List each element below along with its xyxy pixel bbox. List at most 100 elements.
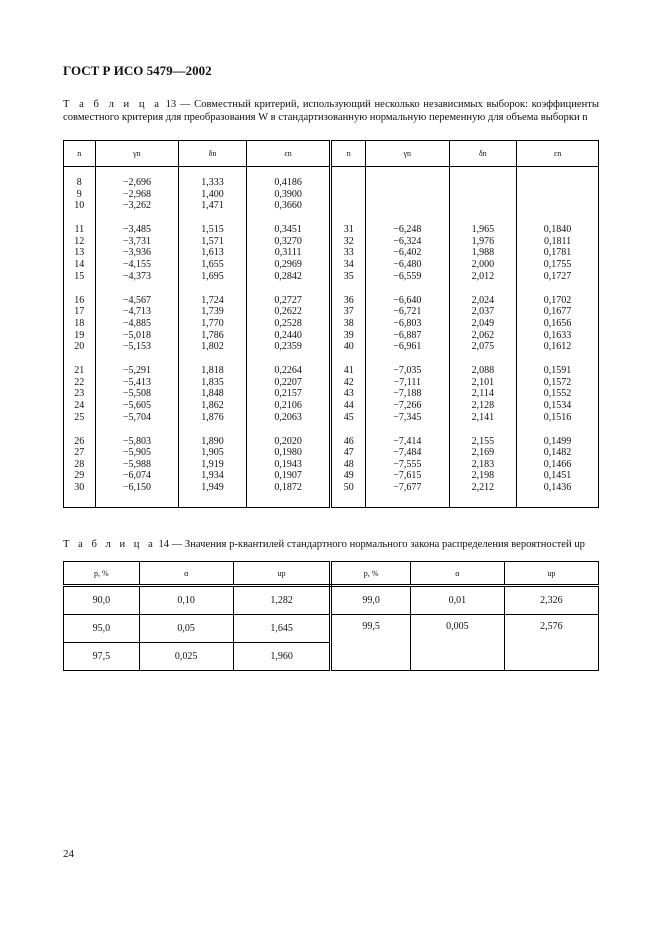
cell-value: 37: [343, 306, 354, 318]
cell-value: 1,890: [201, 435, 224, 447]
cell-value: 0,3451: [274, 224, 302, 236]
cell-value: 1,802: [201, 341, 224, 353]
table-cell: −5,803 −5,905 −5,988 −6,074 −6,150: [94, 435, 180, 508]
cell-value: 13: [74, 247, 85, 259]
column-header: α: [409, 561, 505, 587]
table-cell: 0,4186 0,3900 0,3660: [245, 166, 333, 225]
table-cell: −4,567 −4,713 −4,885 −5,018 −5,153: [94, 294, 180, 366]
cell-value: 2,049: [471, 317, 495, 329]
cell-value: 1,835: [201, 376, 224, 388]
table-cell: 99,0: [330, 585, 411, 615]
cell-value: 0,2727: [274, 294, 302, 306]
cell-value: −5,291: [122, 365, 151, 377]
column-header: δn: [178, 140, 247, 167]
cell-value: 1,400: [201, 188, 224, 200]
cell-value: 2,183: [471, 458, 495, 470]
cell-value: 0,2440: [274, 329, 302, 341]
cell-value: 23: [74, 388, 85, 400]
cell-value: 0,1466: [543, 458, 572, 470]
table-cell: [330, 166, 366, 225]
cell-value: 22: [74, 376, 85, 388]
column-header: εn: [516, 140, 599, 167]
table-cell: 0,1840 0,1811 0,1781 0,1755 0,1727: [516, 224, 599, 295]
cell-value: 35: [343, 270, 354, 282]
cell-value: 0,1499: [543, 435, 572, 447]
cell-value: 0,1534: [543, 400, 572, 411]
table-row: 97,5 0,025 1,960: [63, 642, 599, 671]
table-cell: 8 9 10: [63, 166, 96, 225]
cell-value: −4,713: [122, 306, 151, 318]
cell-value: 30: [74, 482, 85, 494]
cell-value: 43: [343, 388, 354, 400]
cell-value: 29: [74, 470, 85, 482]
table-cell: 1,960: [232, 642, 333, 671]
cell-value: −5,605: [122, 400, 151, 411]
cell-value: −7,266: [393, 400, 422, 411]
cell-value: −7,484: [393, 447, 422, 459]
cell-value: −5,988: [122, 458, 151, 470]
table-14: p, % α up p, % α up 90,0 0,10 1,282 99,0 0,01 2,32…: [63, 561, 600, 671]
cell-value: 2,101: [471, 376, 495, 388]
cell-value: 2,155: [471, 435, 495, 447]
table-cell: 41 42 43 44 45: [330, 365, 366, 436]
table-cell: 26 27 28 29 30: [63, 435, 96, 508]
cell-value: 12: [74, 235, 85, 247]
cell-value: 0,2528: [274, 317, 302, 329]
table-cell: −5,291 −5,413 −5,508 −5,605 −5,704: [94, 365, 180, 436]
cell-value: −7,677: [393, 482, 422, 494]
table-cell: 0,10: [138, 585, 234, 615]
cell-value: 1,976: [471, 235, 495, 247]
cell-value: 1,571: [201, 235, 224, 247]
cell-value: −2,696: [122, 177, 151, 188]
column-header: εn: [245, 140, 333, 167]
cell-value: 47: [343, 447, 354, 459]
cell-value: 0,1633: [543, 329, 572, 341]
cell-value: 38: [343, 317, 354, 329]
cell-value: 1,919: [201, 458, 224, 470]
table-cell: 0,025: [138, 642, 234, 671]
cell-value: 28: [74, 458, 85, 470]
cell-value: 0,3660: [274, 200, 302, 212]
cell-value: 0,2969: [274, 259, 302, 271]
cell-value: 0,3900: [274, 188, 302, 200]
cell-value: 50: [343, 482, 354, 494]
table-cell: 0,01: [409, 585, 505, 615]
cell-value: −6,721: [393, 306, 422, 318]
cell-value: −4,567: [122, 294, 151, 306]
table-cell: 0,005: [409, 614, 505, 671]
cell-value: 27: [74, 447, 85, 459]
cell-value: 0,2264: [274, 365, 302, 377]
cell-value: 0,1781: [543, 247, 572, 259]
cell-value: 0,1516: [543, 411, 572, 423]
table-cell: 1,645: [232, 614, 333, 643]
cell-value: 44: [343, 400, 354, 411]
cell-value: 0,1591: [543, 365, 572, 377]
cell-value: 0,1907: [274, 470, 302, 482]
cell-value: 1,949: [201, 482, 224, 494]
cell-value: −4,885: [122, 317, 151, 329]
cell-value: 0,2359: [274, 341, 302, 353]
table-cell: −2,696 −2,968 −3,262: [94, 166, 180, 225]
table-cell: 0,2727 0,2622 0,2528 0,2440 0,2359: [245, 294, 333, 366]
cell-value: −5,803: [122, 435, 151, 447]
cell-value: 0,2207: [274, 376, 302, 388]
cell-value: 19: [74, 329, 85, 341]
cell-value: 2,000: [471, 259, 495, 271]
cell-value: 0,1552: [543, 388, 572, 400]
cell-value: 0,2157: [274, 388, 302, 400]
cell-value: 34: [343, 259, 354, 271]
cell-value: 21: [74, 365, 85, 377]
cell-value: −6,150: [122, 482, 151, 494]
cell-value: 0,1702: [543, 294, 572, 306]
cell-value: 0,1840: [543, 224, 572, 236]
cell-value: 0,1451: [543, 470, 572, 482]
table-row-group: 11 12 13 14 15 −3,485 −3,731 −3,936 −4,155 −4,373…: [63, 224, 599, 295]
cell-value: 2,075: [471, 341, 495, 353]
table-cell: 11 12 13 14 15: [63, 224, 96, 295]
table-cell: 31 32 33 34 35: [330, 224, 366, 295]
cell-value: 0,1436: [543, 482, 572, 494]
cell-value: 1,613: [201, 247, 224, 259]
cell-value: 0,1572: [543, 376, 572, 388]
table-cell: 2,326: [503, 585, 600, 615]
cell-value: 0,1727: [543, 270, 572, 282]
